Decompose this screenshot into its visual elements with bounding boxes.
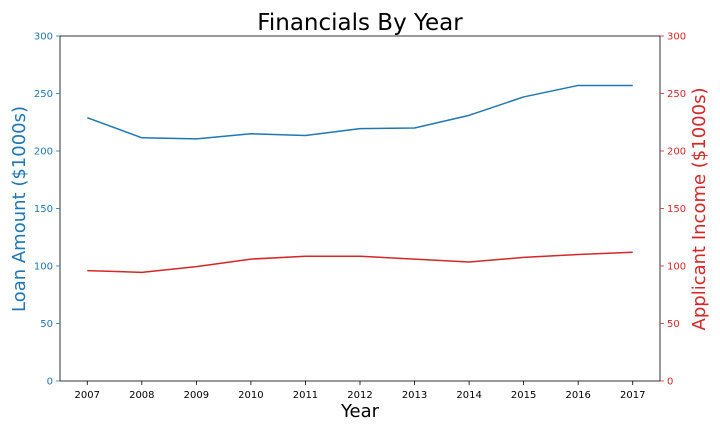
x-tick-label-2012: 2012 [347, 390, 372, 401]
x-tick-label-2014: 2014 [456, 390, 481, 401]
applicant-income-line [87, 251, 633, 274]
x-tick-label-2017: 2017 [620, 390, 645, 401]
left-y-tick-label-50: 50 [40, 319, 53, 330]
right-y-tick-label-300: 300 [667, 32, 686, 43]
x-axis-label: Year [340, 401, 380, 422]
plot-area: 2007 2008 2009 2010 2011 2012 2013 2014 2015 2016… [34, 32, 686, 402]
x-tick-label-2008: 2008 [129, 390, 154, 401]
x-tick-label-2015: 2015 [511, 390, 536, 401]
right-y-tick-label-100: 100 [667, 262, 686, 273]
right-y-tick-label-200: 200 [667, 147, 686, 158]
left-y-tick-label-0: 0 [47, 377, 53, 388]
right-y-tick-label-0: 0 [667, 377, 673, 388]
right-y-tick-label-50: 50 [667, 319, 680, 330]
right-y-axis-label: Applicant Income ($1000s) [689, 88, 710, 331]
left-y-axis-label: Loan Amount ($1000s) [9, 106, 30, 312]
x-tick-label-2011: 2011 [293, 390, 318, 401]
loan-amount-line [87, 84, 633, 140]
x-tick-label-2010: 2010 [238, 390, 263, 401]
right-y-tick-label-150: 150 [667, 204, 686, 215]
left-y-tick-label-200: 200 [34, 147, 53, 158]
right-y-tick-label-250: 250 [667, 89, 686, 100]
x-tick-label-2009: 2009 [184, 390, 209, 401]
left-y-tick-label-150: 150 [34, 204, 53, 215]
left-y-tick-label-250: 250 [34, 89, 53, 100]
chart-title: Financials By Year [257, 10, 463, 36]
left-y-tick-label-300: 300 [34, 32, 53, 43]
left-y-tick-label-100: 100 [34, 262, 53, 273]
x-tick-label-2013: 2013 [402, 390, 427, 401]
x-tick-label-2016: 2016 [565, 390, 590, 401]
x-tick-label-2007: 2007 [75, 390, 100, 401]
